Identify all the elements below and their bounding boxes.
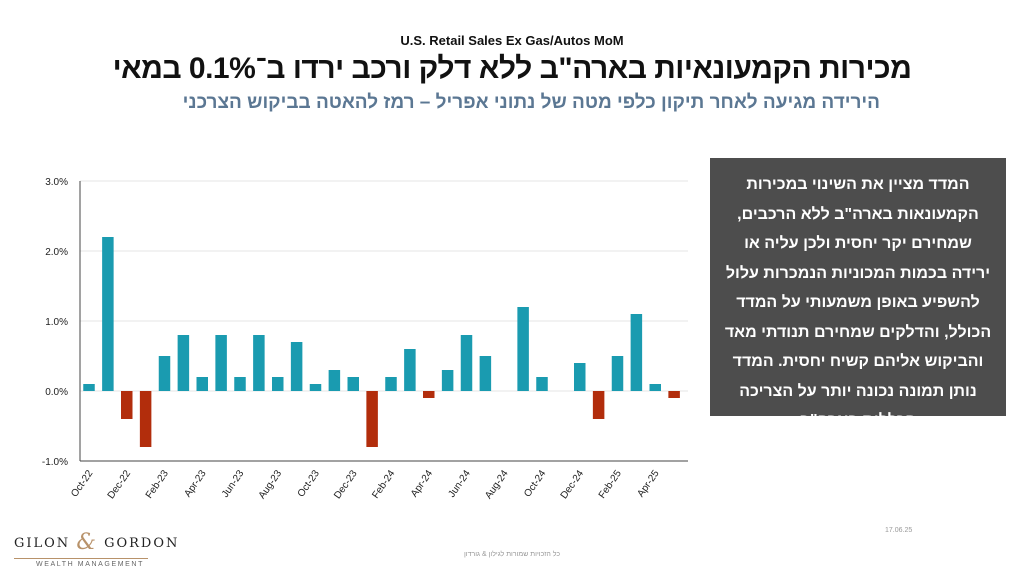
bar-Jun-24 (460, 335, 473, 391)
chart-subtitle-en: U.S. Retail Sales Ex Gas/Autos MoM (400, 33, 624, 48)
date-label: 17.06.25 (885, 527, 913, 534)
x-tick-label: Dec-22 (106, 468, 134, 501)
info-box: המדד מציין את השינוי במכירות הקמעונאות ב… (710, 158, 1006, 429)
x-tick-label: Apr-25 (635, 468, 661, 499)
bar-Sep-24 (517, 307, 529, 391)
bar-Feb-23 (158, 356, 171, 391)
bar-Nov-23 (328, 370, 341, 391)
x-tick-label: Apr-23 (182, 468, 208, 499)
x-tick-label: Dec-24 (559, 468, 587, 501)
y-tick-label: -1.0% (42, 457, 68, 468)
chart-title: מכירות הקמעונאיות בארה"ב ללא דלק ורכב יר… (112, 52, 912, 85)
axes: -1.0% 0.0% 1.0% 2.0% 3.0% Oct-22 Dec-22 Feb-23 A… (42, 177, 688, 501)
bar-Aug-23 (272, 377, 284, 391)
bar-Jul-24 (479, 356, 492, 391)
y-tick-label: 1.0% (45, 317, 68, 328)
bar-Jan-23 (139, 391, 152, 447)
x-tick-label: Jun-24 (446, 468, 473, 500)
bar-Nov-22 (102, 237, 114, 391)
bar-Sep-23 (290, 342, 303, 391)
bars (83, 237, 680, 447)
logo-left: GILON (14, 536, 71, 551)
y-tick-label: 3.0% (45, 177, 68, 188)
bar-Oct-24 (536, 377, 548, 391)
bar-May-24 (441, 370, 454, 391)
bar-Mar-25 (630, 314, 643, 391)
bar-Apr-25 (649, 384, 661, 391)
x-tick-label: Feb-25 (597, 468, 624, 501)
copyright-footer: כל הזכויות שמורות לגילון & גורדון (463, 551, 561, 558)
bar-Apr-24 (423, 391, 435, 398)
bar-Feb-24 (385, 377, 397, 391)
x-tick-label: Oct-24 (522, 468, 548, 499)
y-tick-label: 2.0% (45, 247, 68, 258)
bar-Jul-23 (253, 335, 265, 391)
x-tick-label: Oct-23 (296, 468, 322, 499)
bar-Jan-24 (366, 391, 378, 447)
bar-Jan-25 (592, 391, 605, 419)
x-tick-label: Feb-24 (370, 468, 397, 501)
bar-Mar-24 (404, 349, 416, 391)
y-tick-label: 0.0% (45, 387, 68, 398)
x-tick-label: Dec-23 (332, 468, 360, 501)
logo-ampersand: & (76, 530, 98, 555)
x-tick-label: Aug-23 (257, 468, 285, 501)
bar-May-25 (668, 391, 680, 398)
bar-May-23 (215, 335, 227, 391)
logo-subtitle: WEALTH MANAGEMENT (36, 561, 144, 568)
bar-Mar-23 (177, 335, 190, 391)
logo-right: GORDON (104, 536, 180, 551)
x-tick-label: Jun-23 (220, 468, 247, 500)
bar-Jun-23 (234, 377, 246, 391)
company-logo: GILON & GORDON WEALTH MANAGEMENT (14, 530, 177, 568)
x-tick-label: Aug-24 (483, 468, 511, 501)
bar-Feb-25 (611, 356, 624, 391)
bar-Dec-24 (574, 363, 586, 391)
logo-divider (14, 558, 148, 559)
bar-Dec-22 (121, 391, 133, 419)
x-tick-label: Oct-22 (69, 468, 95, 499)
bar-chart: -1.0% 0.0% 1.0% 2.0% 3.0% Oct-22 Dec-22 Feb-23 A… (42, 177, 688, 501)
bar-Oct-23 (309, 384, 322, 391)
bar-Dec-23 (347, 377, 359, 391)
bar-Apr-23 (196, 377, 208, 391)
x-tick-label: Feb-23 (144, 468, 171, 501)
x-tick-label: Apr-24 (409, 468, 435, 499)
chart-subtitle-he: הירידה מגיעה לאחר תיקון כלפי מטה של נתונ… (182, 92, 880, 113)
bar-Oct-22 (83, 384, 95, 391)
